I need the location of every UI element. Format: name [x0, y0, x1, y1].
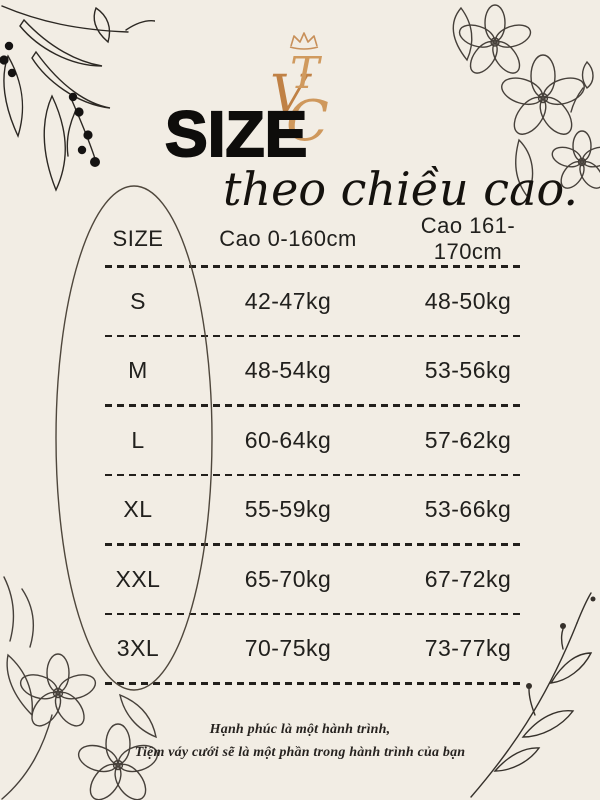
footer-line-2: Tiệm váy cưới sẽ là một phần trong hành … — [134, 744, 466, 760]
footer: Hạnh phúc là một hành trình, Tiệm váy cư… — [0, 719, 600, 764]
size-table: SIZE Cao 0-160cm Cao 161-170cm S 42-47kg… — [88, 213, 548, 685]
column-header-height-1: Cao 0-160cm — [219, 226, 357, 251]
monogram-letter-v: V — [270, 65, 312, 125]
size-label: XXL — [115, 565, 161, 592]
size-label: 3XL — [116, 635, 160, 661]
monogram-letter-c: C — [286, 89, 329, 148]
dashed-divider — [105, 682, 524, 685]
size-label: L — [131, 426, 145, 453]
dashed-divider — [105, 265, 524, 268]
table-header-row: SIZE Cao 0-160cm Cao 161-170cm — [88, 213, 548, 265]
weight-range: 67-72kg — [424, 565, 512, 592]
crown-icon — [289, 32, 319, 50]
weight-range: 55-59kg — [244, 496, 332, 522]
monogram-letter-t: T — [290, 48, 323, 99]
weight-range: 53-66kg — [424, 496, 512, 522]
page-subtitle: theo chiều cao. — [223, 162, 578, 216]
weight-range: 53-56kg — [424, 357, 512, 383]
column-header-size: SIZE — [112, 226, 164, 251]
table-row-l: L 60-64kg 57-62kg — [88, 407, 548, 474]
dashed-divider — [105, 612, 524, 615]
dashed-divider — [105, 543, 524, 546]
footer-line-1: Hạnh phúc là một hành trình, — [209, 722, 391, 737]
table-row-xl: XL 55-59kg 53-66kg — [88, 476, 548, 543]
weight-range: 48-54kg — [244, 357, 332, 383]
table-row-m: M 48-54kg 53-56kg — [88, 337, 548, 404]
table-row-xxl: XXL 65-70kg 67-72kg — [88, 546, 548, 613]
weight-range: 65-70kg — [244, 565, 332, 592]
table-row-s: S 42-47kg 48-50kg — [88, 268, 548, 335]
brand-monogram-logo: V C T — [270, 32, 329, 148]
floral-top-left-icon — [0, 5, 155, 192]
dashed-divider — [105, 334, 524, 337]
weight-range: 48-50kg — [424, 287, 512, 314]
dashed-divider — [105, 404, 524, 407]
column-header-height-2: Cao 161-170cm — [420, 213, 516, 264]
dashed-divider — [105, 473, 524, 476]
weight-range: 73-77kg — [424, 635, 512, 661]
page-title: SIZE — [164, 98, 308, 170]
size-label: M — [128, 357, 148, 383]
size-label: S — [130, 287, 146, 314]
weight-range: 60-64kg — [244, 426, 332, 453]
table-row-3xl: 3XL 70-75kg 73-77kg — [88, 615, 548, 682]
weight-range: 57-62kg — [424, 426, 512, 453]
weight-range: 42-47kg — [244, 287, 332, 314]
weight-range: 70-75kg — [244, 635, 332, 661]
size-label: XL — [123, 496, 153, 522]
